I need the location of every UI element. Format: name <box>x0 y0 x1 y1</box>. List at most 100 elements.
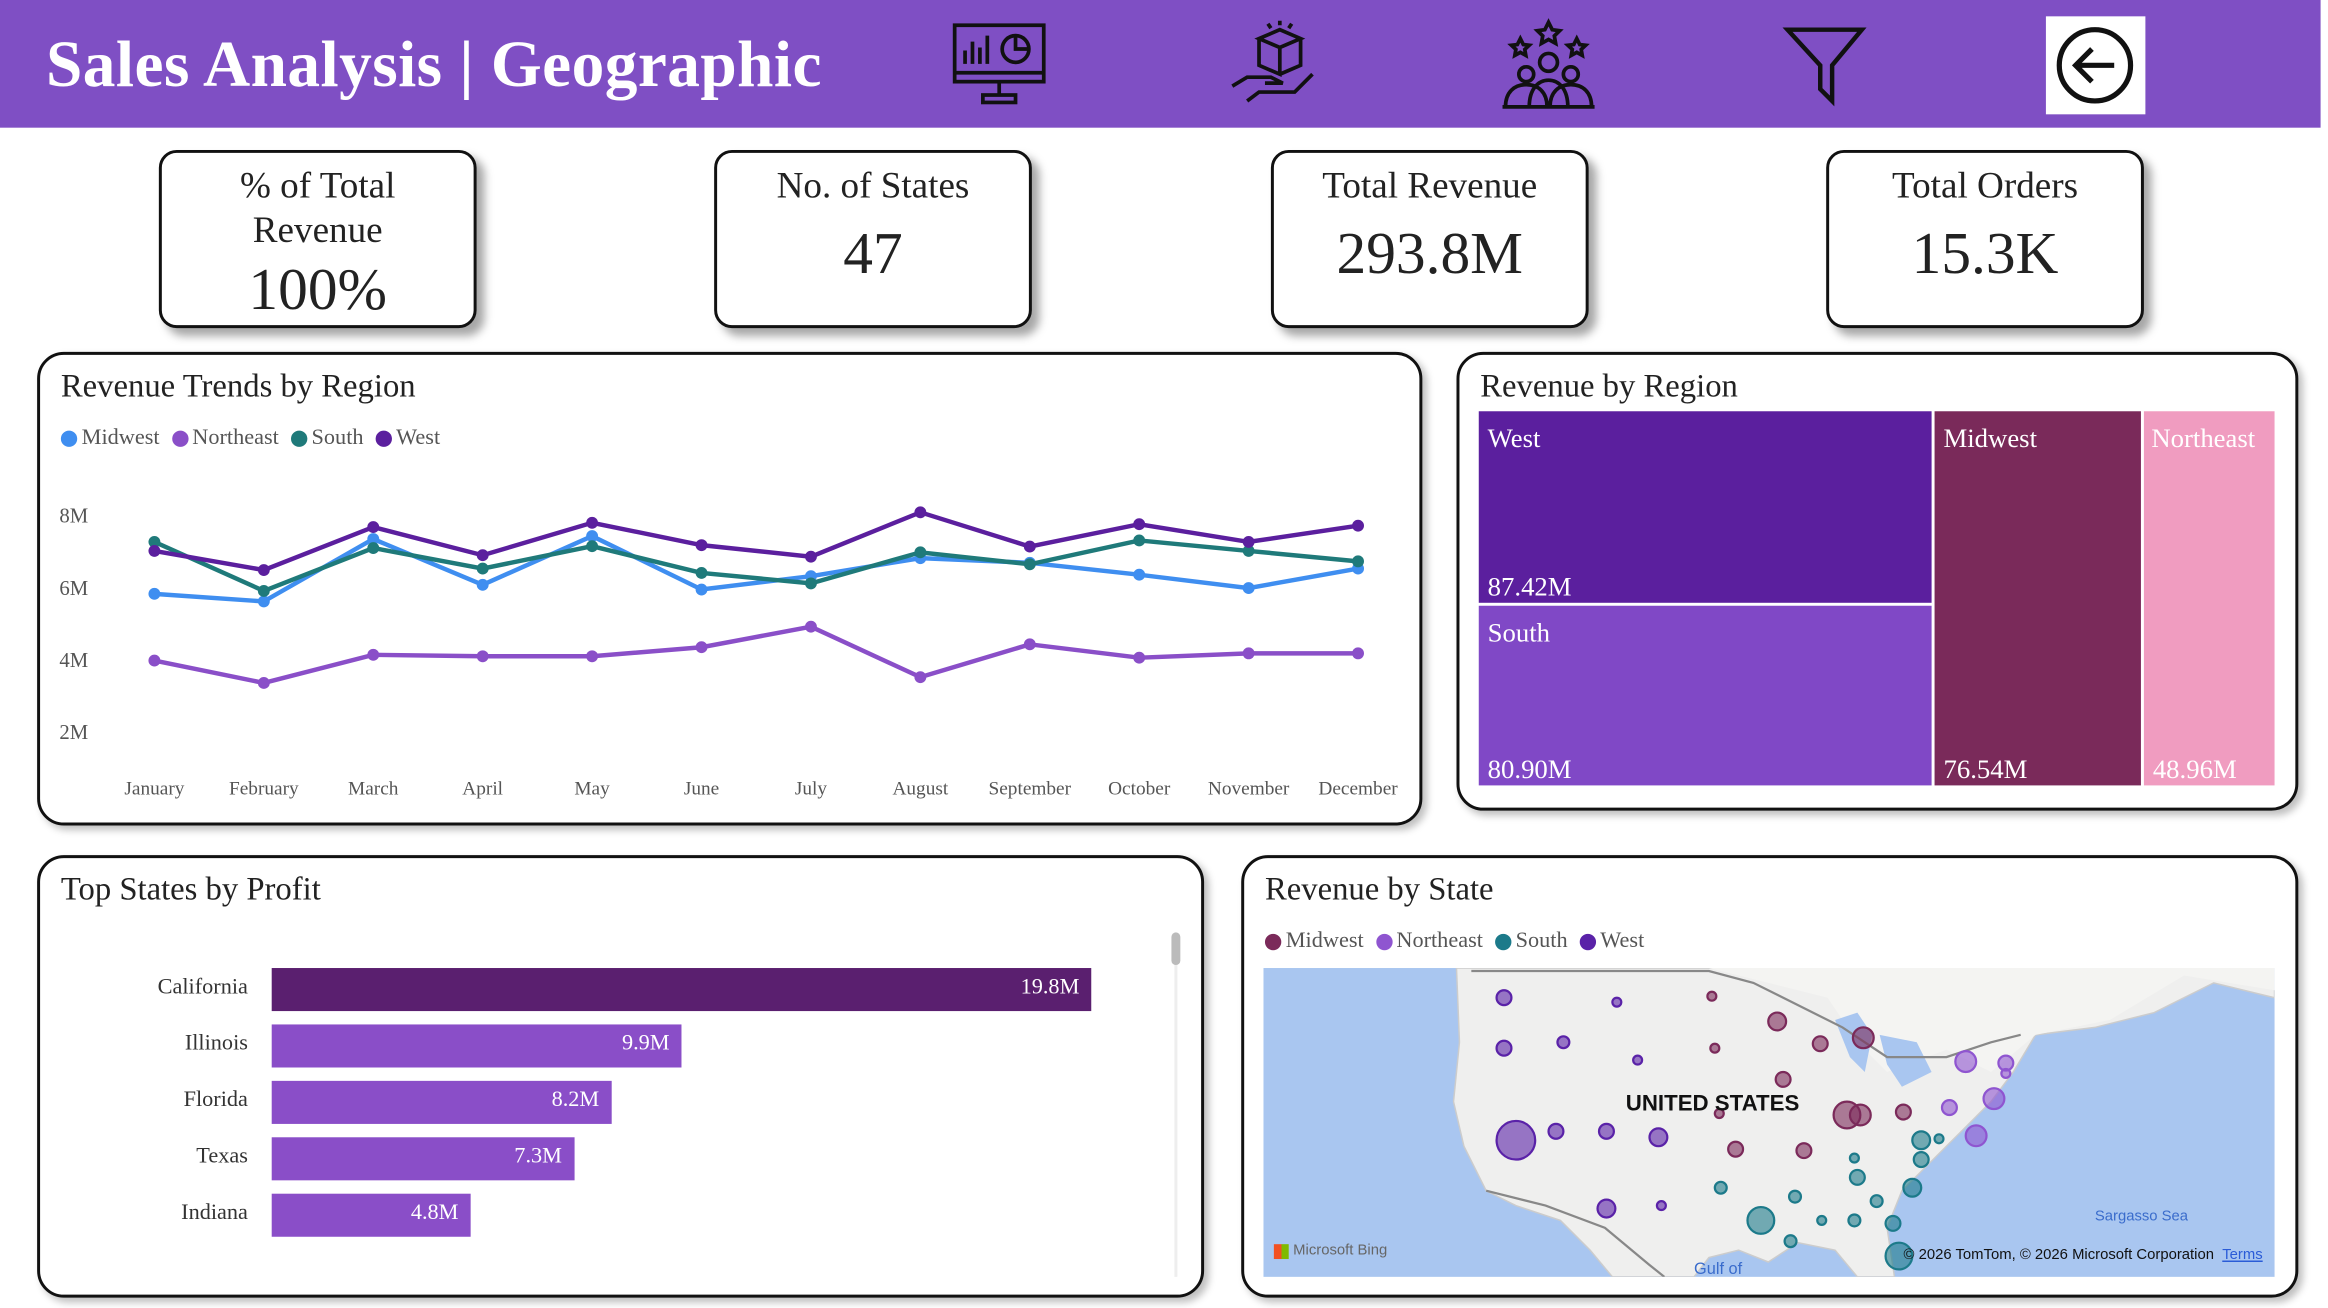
scrollbar-thumb[interactable] <box>1171 932 1181 966</box>
bar[interactable]: 19.8M <box>271 968 1092 1012</box>
state-bubble[interactable] <box>1884 1214 1902 1232</box>
data-point[interactable] <box>586 516 599 529</box>
back-button[interactable] <box>2045 16 2146 115</box>
state-bubble[interactable] <box>1706 990 1718 1002</box>
treemap-tile-northeast[interactable]: Northeast 48.96M <box>2143 411 2275 786</box>
treemap-tile-south[interactable]: South 80.90M <box>1478 605 1932 786</box>
state-bubble[interactable] <box>1597 1122 1615 1140</box>
data-point[interactable] <box>148 587 161 600</box>
map-canvas[interactable]: UNITED STATES Gulf of Sargasso Sea <box>1263 968 2275 1277</box>
data-point[interactable] <box>1242 535 1255 548</box>
data-point[interactable] <box>1133 651 1146 664</box>
legend-item-south[interactable]: South <box>1494 929 1568 954</box>
state-bubble[interactable] <box>1894 1103 1912 1121</box>
data-point[interactable] <box>1023 638 1036 651</box>
state-bubble[interactable] <box>1997 1054 2015 1072</box>
state-bubble[interactable] <box>1902 1177 1923 1198</box>
data-point[interactable] <box>1242 544 1255 557</box>
data-point[interactable] <box>914 546 927 559</box>
state-bubble[interactable] <box>1596 1198 1617 1219</box>
bar[interactable]: 4.8M <box>271 1193 471 1237</box>
bar[interactable]: 9.9M <box>271 1024 682 1068</box>
legend-item-midwest[interactable]: Midwest <box>1264 929 1364 954</box>
state-bubble[interactable] <box>1648 1127 1669 1148</box>
data-point[interactable] <box>257 564 270 576</box>
data-point[interactable] <box>148 544 161 557</box>
state-bubble[interactable] <box>1964 1124 1988 1148</box>
data-point[interactable] <box>1352 555 1364 568</box>
legend-item-west[interactable]: West <box>1579 929 1644 954</box>
state-bubble[interactable] <box>1982 1087 2006 1111</box>
data-point[interactable] <box>586 530 599 543</box>
data-point[interactable] <box>1133 534 1146 547</box>
customers-rating-icon[interactable] <box>1500 18 1598 110</box>
state-bubble[interactable] <box>1655 1200 1667 1212</box>
data-point[interactable] <box>148 535 161 548</box>
state-bubble[interactable] <box>1811 1035 1829 1053</box>
data-point[interactable] <box>695 583 708 596</box>
state-bubble[interactable] <box>1884 1241 1914 1271</box>
state-bubble[interactable] <box>1713 1107 1725 1120</box>
data-point[interactable] <box>695 539 708 552</box>
state-bubble[interactable] <box>1795 1142 1813 1160</box>
data-point[interactable] <box>1023 540 1036 553</box>
data-point[interactable] <box>367 648 380 661</box>
data-point[interactable] <box>257 595 270 608</box>
state-bubble[interactable] <box>1547 1122 1565 1140</box>
data-point[interactable] <box>367 521 380 534</box>
data-point[interactable] <box>1242 647 1255 660</box>
data-point[interactable] <box>1242 582 1255 595</box>
state-bubble[interactable] <box>1611 996 1623 1008</box>
data-point[interactable] <box>586 650 599 663</box>
state-bubble[interactable] <box>1774 1070 1792 1088</box>
treemap-tile-midwest[interactable]: Midwest 76.54M <box>1934 411 2141 786</box>
data-point[interactable] <box>695 566 708 579</box>
scrollbar-track[interactable] <box>1174 965 1178 1277</box>
legend-item-west[interactable]: West <box>375 426 440 451</box>
data-point[interactable] <box>476 562 489 575</box>
state-bubble[interactable] <box>1912 1151 1930 1169</box>
state-bubble[interactable] <box>1848 1168 1866 1186</box>
state-bubble[interactable] <box>1495 1039 1513 1057</box>
state-bubble[interactable] <box>1933 1133 1945 1145</box>
data-point[interactable] <box>1023 558 1036 571</box>
data-point[interactable] <box>695 641 708 654</box>
state-bubble[interactable] <box>1727 1140 1745 1158</box>
state-bubble[interactable] <box>1767 1011 1788 1032</box>
data-point[interactable] <box>367 542 380 554</box>
data-point[interactable] <box>805 550 817 563</box>
terms-link[interactable]: Terms <box>2222 1247 2263 1264</box>
data-point[interactable] <box>1352 647 1364 660</box>
legend-item-midwest[interactable]: Midwest <box>60 426 160 451</box>
state-bubble[interactable] <box>1816 1214 1828 1226</box>
data-point[interactable] <box>914 671 927 684</box>
legend-item-northeast[interactable]: Northeast <box>171 426 279 451</box>
filter-icon[interactable] <box>1776 18 1874 110</box>
bar[interactable]: 8.2M <box>271 1080 612 1124</box>
treemap-tile-west[interactable]: West 87.42M <box>1478 411 1932 603</box>
data-point[interactable] <box>257 585 270 597</box>
data-point[interactable] <box>257 677 270 689</box>
state-bubble[interactable] <box>1746 1205 1776 1235</box>
data-point[interactable] <box>1352 519 1364 532</box>
state-bubble[interactable] <box>1713 1180 1728 1195</box>
data-point[interactable] <box>586 540 599 553</box>
state-bubble[interactable] <box>1495 1119 1537 1161</box>
state-bubble[interactable] <box>1847 1213 1862 1228</box>
data-point[interactable] <box>805 620 817 633</box>
data-point[interactable] <box>1133 518 1146 531</box>
state-bubble[interactable] <box>1632 1054 1644 1066</box>
data-point[interactable] <box>805 577 817 590</box>
state-bubble[interactable] <box>1709 1042 1721 1054</box>
state-bubble[interactable] <box>1787 1189 1803 1204</box>
data-point[interactable] <box>476 650 489 663</box>
map-area[interactable]: UNITED STATES Gulf of Sargasso Sea Micro… <box>1263 968 2275 1277</box>
state-bubble[interactable] <box>1848 1103 1872 1127</box>
data-point[interactable] <box>367 533 380 545</box>
bar[interactable]: 7.3M <box>271 1137 574 1181</box>
state-bubble[interactable] <box>1911 1130 1932 1151</box>
data-point[interactable] <box>1133 568 1146 581</box>
data-point[interactable] <box>476 578 489 591</box>
data-point[interactable] <box>148 654 161 667</box>
state-bubble[interactable] <box>1495 989 1513 1007</box>
